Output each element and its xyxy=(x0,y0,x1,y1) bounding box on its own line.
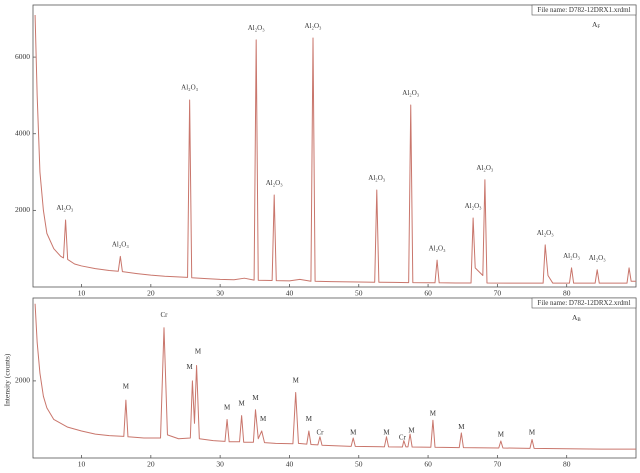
peak-label: Al₂O₃ xyxy=(589,254,606,262)
x-tick-label: 50 xyxy=(355,289,363,298)
x-tick-label: 40 xyxy=(286,289,294,298)
panel-label: AB xyxy=(572,313,581,323)
y-tick-label: 2000 xyxy=(15,376,30,385)
peak-label: Cr xyxy=(316,429,324,437)
y-tick-label: 2000 xyxy=(15,205,30,214)
peak-label: Al₂O₃ xyxy=(465,202,482,210)
peak-label: M xyxy=(195,348,202,356)
file-name: File name: D782-12DRX1.xrdml xyxy=(537,6,630,14)
x-tick-label: 60 xyxy=(424,289,432,298)
x-tick-label: 20 xyxy=(147,289,155,298)
peak-label: M xyxy=(306,415,313,423)
peak-label: M xyxy=(350,429,357,437)
peak-label: Al₂O₃ xyxy=(402,89,419,97)
plot-frame xyxy=(32,297,637,459)
x-tick-label: 80 xyxy=(563,460,571,469)
x-tick-label: 20 xyxy=(147,460,155,469)
pattern-line xyxy=(34,303,636,450)
y-tick-label: 4000 xyxy=(15,128,30,137)
y-axis-label: Intensity (counts) xyxy=(3,353,12,406)
peak-label: M xyxy=(187,363,194,371)
plot-frame xyxy=(32,4,637,288)
peak-label: Al₂O₃ xyxy=(56,204,73,212)
peak-label: M xyxy=(123,382,130,390)
panel-label-main: A xyxy=(592,20,598,29)
x-tick-label: 60 xyxy=(424,460,432,469)
panel-label-sub: F xyxy=(597,25,600,30)
peak-label: M xyxy=(252,394,259,402)
peak-label: Al₂O₃ xyxy=(305,22,322,30)
peak-label: M xyxy=(224,403,231,411)
pattern-line xyxy=(34,14,636,284)
peak-label: M xyxy=(458,423,465,431)
peak-label: Al₂O₃ xyxy=(429,244,446,252)
x-tick-label: 30 xyxy=(216,460,224,469)
panel-label-sub: B xyxy=(577,318,581,323)
x-tick-label: 50 xyxy=(355,460,363,469)
x-tick-label: 10 xyxy=(78,460,86,469)
peak-label: Al₂O₃ xyxy=(266,179,283,187)
peak-label: M xyxy=(260,415,267,423)
file-name: File name: D782-12DRX2.xrdml xyxy=(537,299,630,307)
x-tick-label: 80 xyxy=(563,289,571,298)
x-tick-label: 10 xyxy=(78,289,86,298)
y-tick-label: 6000 xyxy=(15,52,30,61)
peak-label: Al₂O₃ xyxy=(537,229,554,237)
peak-label: M xyxy=(498,430,505,438)
x-tick-label: 70 xyxy=(494,460,502,469)
peak-label: M xyxy=(408,427,415,435)
peak-label: M xyxy=(430,409,437,417)
panel-label: AF xyxy=(592,20,600,30)
peak-label: Al₂O₃ xyxy=(368,174,385,182)
peak-label: M xyxy=(293,377,300,385)
panel-label-main: A xyxy=(572,313,578,322)
x-tick-label: 30 xyxy=(216,289,224,298)
file-name-box xyxy=(531,4,637,16)
x-tick-label: 40 xyxy=(286,460,294,469)
file-name-box xyxy=(531,297,637,309)
peak-label: M xyxy=(529,429,536,437)
peak-label: Cr xyxy=(399,434,407,442)
peak-label: Al₂O₃ xyxy=(181,83,198,91)
x-tick-label: 70 xyxy=(494,289,502,298)
peak-label: Al₂O₃ xyxy=(476,164,493,172)
peak-label: M xyxy=(383,429,390,437)
peak-label: Al₂O₃ xyxy=(248,24,265,32)
peak-label: Cr xyxy=(160,311,168,319)
peak-label: Al₂O₃ xyxy=(112,240,129,248)
peak-label: Al₂O₃ xyxy=(563,252,580,260)
peak-label: M xyxy=(239,400,246,408)
